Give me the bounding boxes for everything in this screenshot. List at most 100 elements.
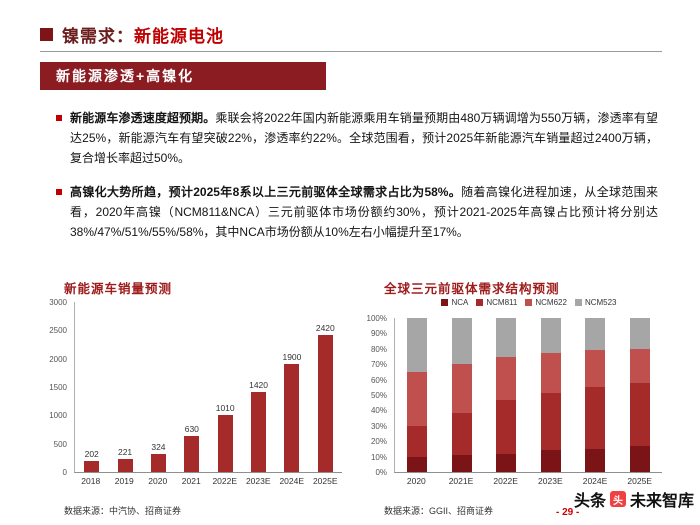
segment-nca [540,450,561,472]
y-tick-label: 20% [370,437,387,447]
x-tick-label: 2020 [406,476,426,486]
legend-label: NCM622 [535,297,567,307]
y-tick-label: 2000 [49,354,67,364]
bar-group: 1010 [209,403,242,472]
legend-swatch-icon [525,298,533,306]
bar [117,459,133,472]
stacked-bar [540,318,561,472]
stacked-bar [407,318,428,472]
bar-group: 1420 [242,380,275,472]
stacked-bar [629,318,650,472]
segment-nca [496,453,517,472]
bar [284,364,300,472]
stacked-bar [496,318,517,472]
bar-value-label: 1420 [249,379,269,390]
sales-chart-plot: 202 221 324 630 1010 1420 1900 2420 [74,302,342,473]
segment-ncm811 [496,399,517,454]
bar-value-label: 2420 [315,322,335,333]
bar-value-label: 324 [151,441,166,452]
bar-value-label: 202 [84,448,99,459]
x-tick-label: 2021E [448,476,474,486]
legend-label: NCM523 [584,297,617,307]
sales-chart-xlabels: 2018 2019 2020 2021 2022E 2023E 2024E 2025E [74,476,342,488]
watermark-name: 未来智库 [629,493,694,510]
paragraph-1: 新能源车渗透速度超预期。乘联会将2022年国内新能源乘用车销量预期由480万辆调… [70,108,658,168]
y-tick-label: 2500 [49,326,67,336]
y-tick-label: 1000 [49,411,67,421]
segment-ncm622 [496,356,517,400]
watermark-prefix: 头条 [573,493,606,510]
paragraph-2-lead: 高镍化大势所趋，预计2025年8系以上三元前驱体全球需求占比为58%。 [70,185,462,199]
x-tick-label: 2022E [493,476,518,486]
segment-ncm622 [585,350,606,388]
x-tick-label: 2023E [245,476,271,486]
legend-label: NCM811 [486,297,518,307]
precursor-chart-legend: NCA NCM811 NCM622 NCM523 [396,294,662,310]
bar-group: 202 [75,449,108,472]
segment-ncm811 [540,393,561,451]
y-tick-label: 1500 [49,383,67,392]
precursor-chart-source: 数据来源：GGII、招商证券 [384,506,494,516]
bar [84,460,100,472]
precursor-chart-xlabels: 2020 2021E 2022E 2023E 2024E 2025E [394,476,662,488]
sales-chart-body: 3000 2500 2000 1500 1000 500 0 202 221 324 630 101… [40,298,342,488]
y-tick-label: 70% [370,360,387,370]
segment-ncm622 [407,371,428,426]
y-tick-label: 500 [53,439,67,449]
segment-ncm622 [451,364,472,414]
x-tick-label: 2018 [81,476,101,486]
header-divider [40,51,662,52]
segment-nca [585,448,606,472]
segment-ncm523 [451,318,472,365]
section-banner: 新能源渗透+高镍化 [40,62,326,90]
bar-group: 2420 [309,323,342,472]
legend-item: NCA [441,298,468,307]
bar [150,453,166,472]
segment-ncm811 [585,387,606,449]
title-bullet-icon [40,28,53,41]
segment-ncm523 [629,318,650,349]
stacked-bar [585,318,606,472]
page-title: 镍需求：新能源电池 [40,22,224,47]
precursor-chart-body: 100% 90% 80% 70% 60% 50% 40% 30% 20% 10% 0% 2020 20… [360,314,662,488]
bar-group: 324 [142,442,175,472]
bar-value-label: 1010 [215,402,235,413]
legend-item: NCM523 [574,297,617,307]
stacked-bar [451,318,472,472]
y-tick-label: 40% [370,406,387,416]
title-prefix: 镍需求： [62,27,134,46]
y-tick-label: 30% [370,421,387,431]
x-tick-label: 2023E [538,476,563,486]
precursor-chart-plot [394,318,662,473]
segment-ncm622 [540,353,561,394]
x-tick-label: 2019 [114,476,134,486]
bar-group: 1900 [275,352,308,472]
legend-swatch-icon [441,298,449,306]
bar [317,334,333,472]
watermark: 头条 头 未来智库 [574,487,694,511]
x-tick-label: 2025E [312,476,338,486]
title-highlight: 新能源电池 [134,27,224,46]
y-tick-label: 10% [370,452,387,462]
paragraph-2: 高镍化大势所趋，预计2025年8系以上三元前驱体全球需求占比为58%。随着高镍化… [70,182,658,242]
page-title-text: 镍需求：新能源电池 [62,22,224,47]
y-tick-label: 0 [62,468,67,477]
sales-chart-source: 数据来源：中汽协、招商证券 [64,506,182,516]
bar-value-label: 1900 [282,352,302,363]
page-number: - 29 - [556,507,580,518]
x-tick-label: 2025E [627,476,652,486]
bar-value-label: 630 [184,424,199,435]
paragraph-2-body: 随着高镍化进程加速，从全球范围来看，2020年高镍（NCM811&NCA）三元前… [70,185,658,239]
bar [184,436,200,472]
segment-nca [407,456,428,472]
x-tick-label: 2022E [212,476,238,486]
sales-chart-title: 新能源车销量预测 [64,282,173,296]
sales-forecast-chart: 新能源车销量预测 3000 2500 2000 1500 1000 500 0 202 221… [40,278,342,517]
bullet-square-icon [56,189,62,195]
paragraph-1-lead: 新能源车渗透速度超预期。 [70,111,216,125]
segment-ncm523 [585,318,606,351]
segment-ncm523 [540,318,561,354]
bar [251,391,267,472]
y-tick-label: 100% [366,314,387,323]
